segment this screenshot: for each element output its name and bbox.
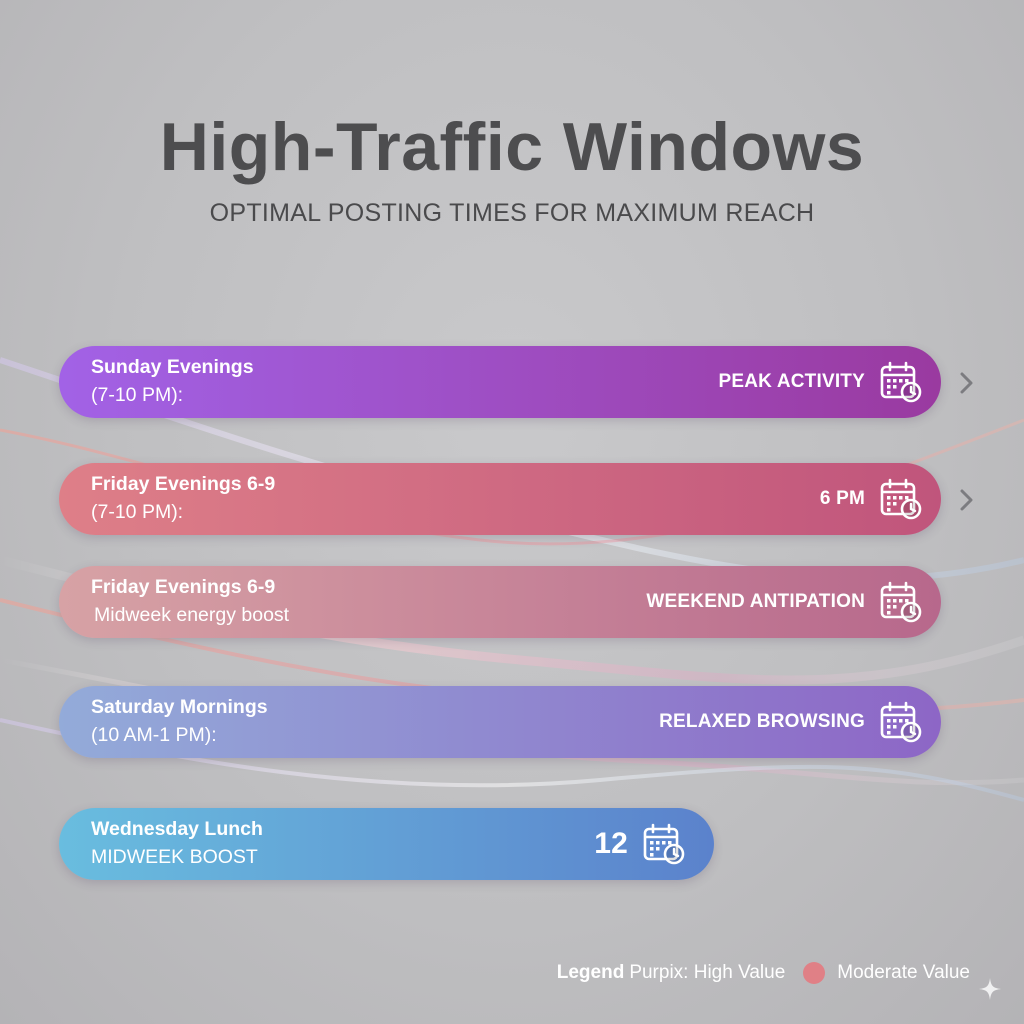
- sparkle-icon: [979, 978, 1001, 1000]
- legend-moderate-swatch: [803, 962, 826, 984]
- time-window-row-wednesday-lunch[interactable]: Wednesday Lunch MIDWEEK BOOST 12: [59, 808, 714, 880]
- page-title: High-Traffic Windows: [159, 109, 865, 185]
- row-secondary-label: (7-10 PM):: [91, 384, 184, 406]
- row-tag: PEAK ACTIVITY: [718, 371, 865, 392]
- row-primary-label: Friday Evenings 6-9: [91, 473, 276, 495]
- row-tag: WEEKEND ANTIPATION: [646, 591, 865, 612]
- row-secondary-label: (10 AM-1 PM):: [91, 724, 217, 746]
- row-primary-label: Sunday Evenings: [91, 356, 254, 378]
- chevron-right-icon[interactable]: [956, 485, 978, 515]
- time-window-row-sunday-evenings[interactable]: Sunday Evenings (7-10 PM): PEAK ACTIVITY: [59, 346, 941, 418]
- chevron-right-icon[interactable]: [956, 368, 978, 398]
- row-primary-label: Saturday Mornings: [91, 696, 268, 718]
- row-secondary-label: Midweek energy boost: [94, 604, 290, 626]
- legend-high-value-label: Purpix: High Value: [629, 962, 786, 983]
- row-secondary-label: MIDWEEK BOOST: [91, 846, 258, 868]
- row-tag: RELAXED BROWSING: [659, 711, 865, 732]
- calendar-clock-icon: [880, 361, 922, 403]
- calendar-clock-icon: [880, 701, 922, 743]
- page-subtitle: OPTIMAL POSTING TIMES FOR MAXIMUM REACH: [209, 199, 815, 227]
- row-tag: 6 PM: [819, 488, 865, 509]
- row-primary-label: Friday Evenings 6-9: [91, 576, 276, 598]
- time-window-row-friday-evenings[interactable]: Friday Evenings 6-9 (7-10 PM): 6 PM: [59, 463, 941, 535]
- calendar-clock-icon: [643, 823, 685, 865]
- time-window-row-saturday-mornings[interactable]: Saturday Mornings (10 AM-1 PM): RELAXED …: [59, 686, 941, 758]
- legend-title: Legend: [556, 962, 625, 983]
- row-primary-label: Wednesday Lunch: [91, 818, 263, 840]
- calendar-clock-icon: [880, 581, 922, 623]
- legend: Legend Purpix: High Value Moderate Value: [557, 962, 970, 984]
- calendar-clock-icon: [880, 478, 922, 520]
- row-tag: 12: [594, 827, 628, 860]
- row-secondary-label: (7-10 PM):: [91, 501, 184, 523]
- legend-moderate-value-label: Moderate Value: [837, 962, 970, 983]
- time-window-row-friday-evenings-2[interactable]: Friday Evenings 6-9 Midweek energy boost…: [59, 566, 941, 638]
